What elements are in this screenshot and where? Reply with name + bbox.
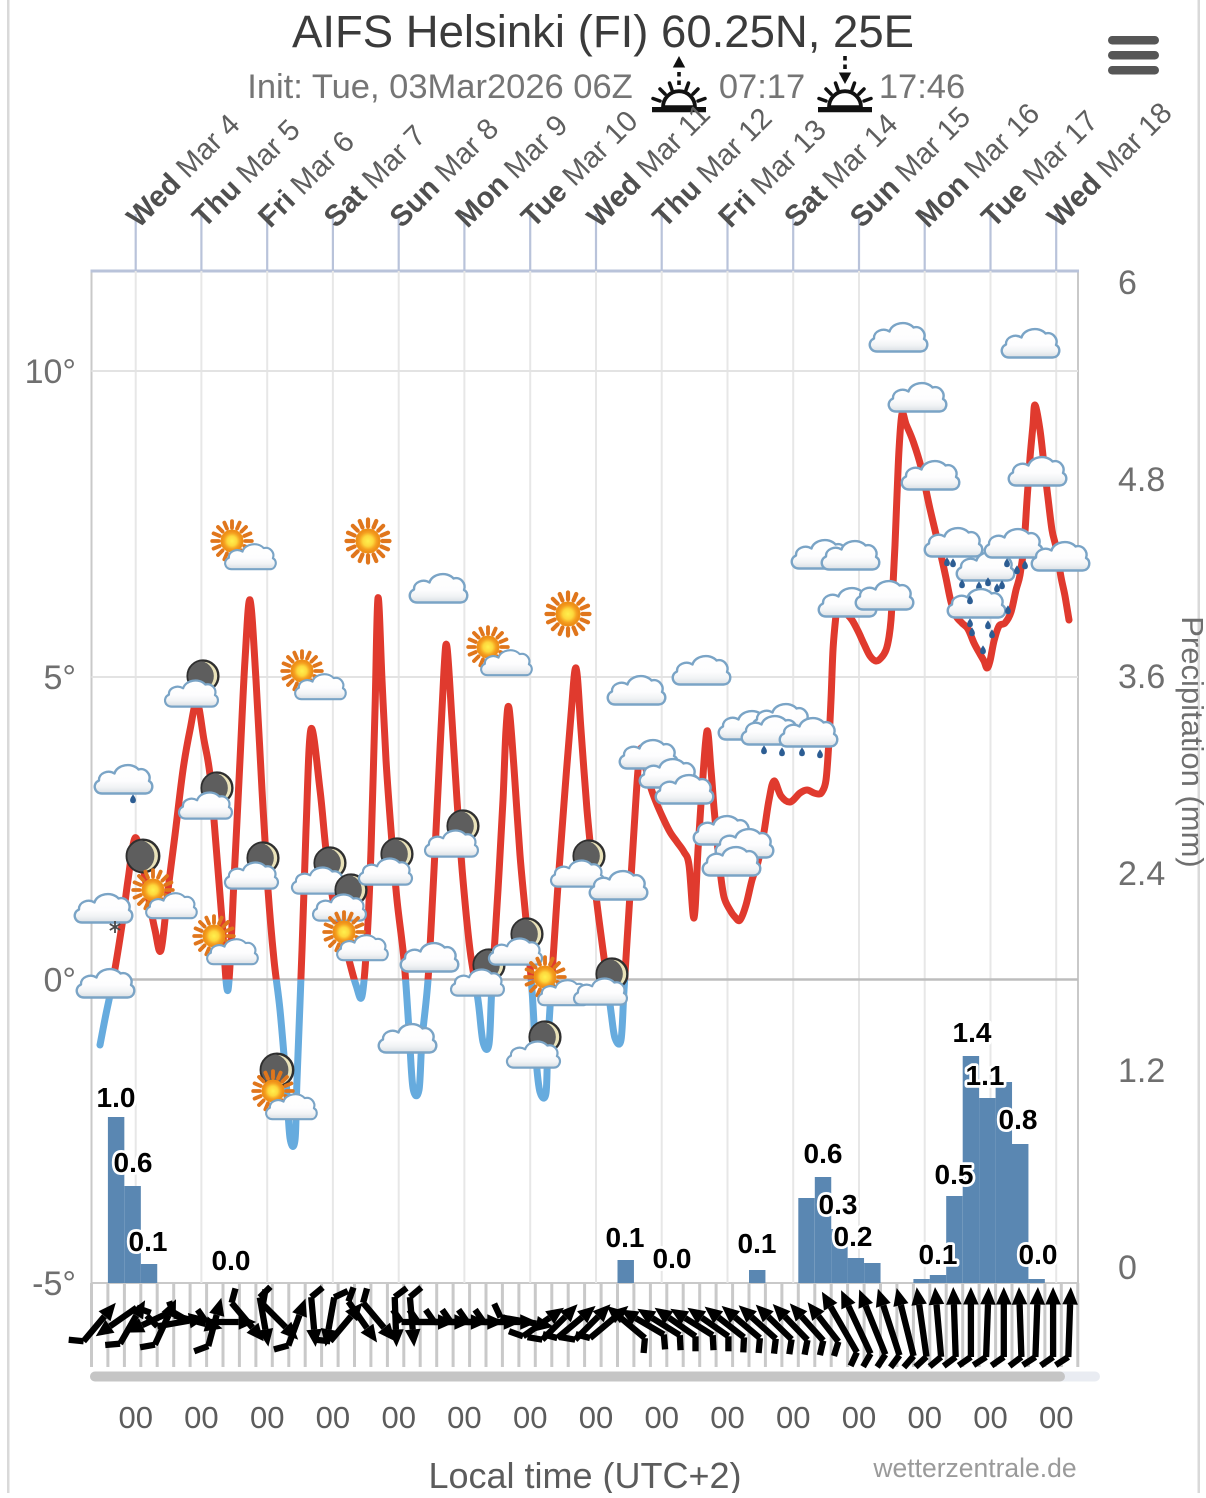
svg-text:wetterzentrale.de: wetterzentrale.de [872,1453,1076,1483]
svg-text:5°: 5° [43,659,76,697]
svg-text:00: 00 [842,1400,876,1435]
svg-text:00: 00 [776,1400,810,1435]
svg-text:3.6: 3.6 [1118,658,1165,696]
svg-text:1.4: 1.4 [953,1017,992,1048]
svg-text:17:46: 17:46 [879,68,965,106]
svg-text:00: 00 [644,1400,678,1435]
svg-text:00: 00 [381,1400,415,1435]
svg-text:00: 00 [513,1400,547,1435]
svg-text:0°: 0° [43,962,76,1000]
svg-text:0.8: 0.8 [999,1104,1038,1135]
svg-text:00: 00 [447,1400,481,1435]
svg-text:AIFS Helsinki (FI) 60.25N, 25E: AIFS Helsinki (FI) 60.25N, 25E [292,6,914,57]
svg-text:00: 00 [184,1400,218,1435]
svg-text:0.0: 0.0 [653,1243,692,1274]
svg-text:1.1: 1.1 [966,1060,1005,1091]
svg-text:0.3: 0.3 [819,1189,858,1220]
svg-text:0.1: 0.1 [606,1222,645,1253]
svg-text:Local time (UTC+2): Local time (UTC+2) [428,1455,741,1493]
svg-text:0.2: 0.2 [834,1221,873,1252]
svg-text:00: 00 [316,1400,350,1435]
svg-text:07:17: 07:17 [719,68,805,106]
svg-text:6: 6 [1118,264,1137,302]
svg-text:Init: Tue, 03Mar2026 06Z: Init: Tue, 03Mar2026 06Z [247,68,632,106]
svg-text:1.2: 1.2 [1118,1052,1165,1090]
svg-text:Precipitation (mm): Precipitation (mm) [1175,616,1206,868]
svg-text:0.1: 0.1 [738,1228,777,1259]
svg-text:00: 00 [118,1400,152,1435]
svg-text:-5°: -5° [32,1265,76,1303]
svg-text:10°: 10° [25,353,76,391]
svg-text:00: 00 [973,1400,1007,1435]
svg-text:00: 00 [579,1400,613,1435]
svg-text:4.8: 4.8 [1118,461,1165,499]
svg-text:0.6: 0.6 [114,1147,153,1178]
svg-text:0.5: 0.5 [935,1159,974,1190]
svg-text:00: 00 [250,1400,284,1435]
svg-text:0.0: 0.0 [1019,1239,1058,1270]
svg-text:00: 00 [1039,1400,1073,1435]
svg-text:0.1: 0.1 [919,1239,958,1270]
svg-text:00: 00 [710,1400,744,1435]
svg-text:00: 00 [907,1400,941,1435]
svg-text:0.0: 0.0 [212,1245,251,1276]
svg-text:0: 0 [1118,1249,1137,1287]
svg-text:1.0: 1.0 [97,1082,136,1113]
svg-text:0.1: 0.1 [129,1226,168,1257]
svg-text:2.4: 2.4 [1118,855,1165,893]
svg-text:0.6: 0.6 [804,1138,843,1169]
